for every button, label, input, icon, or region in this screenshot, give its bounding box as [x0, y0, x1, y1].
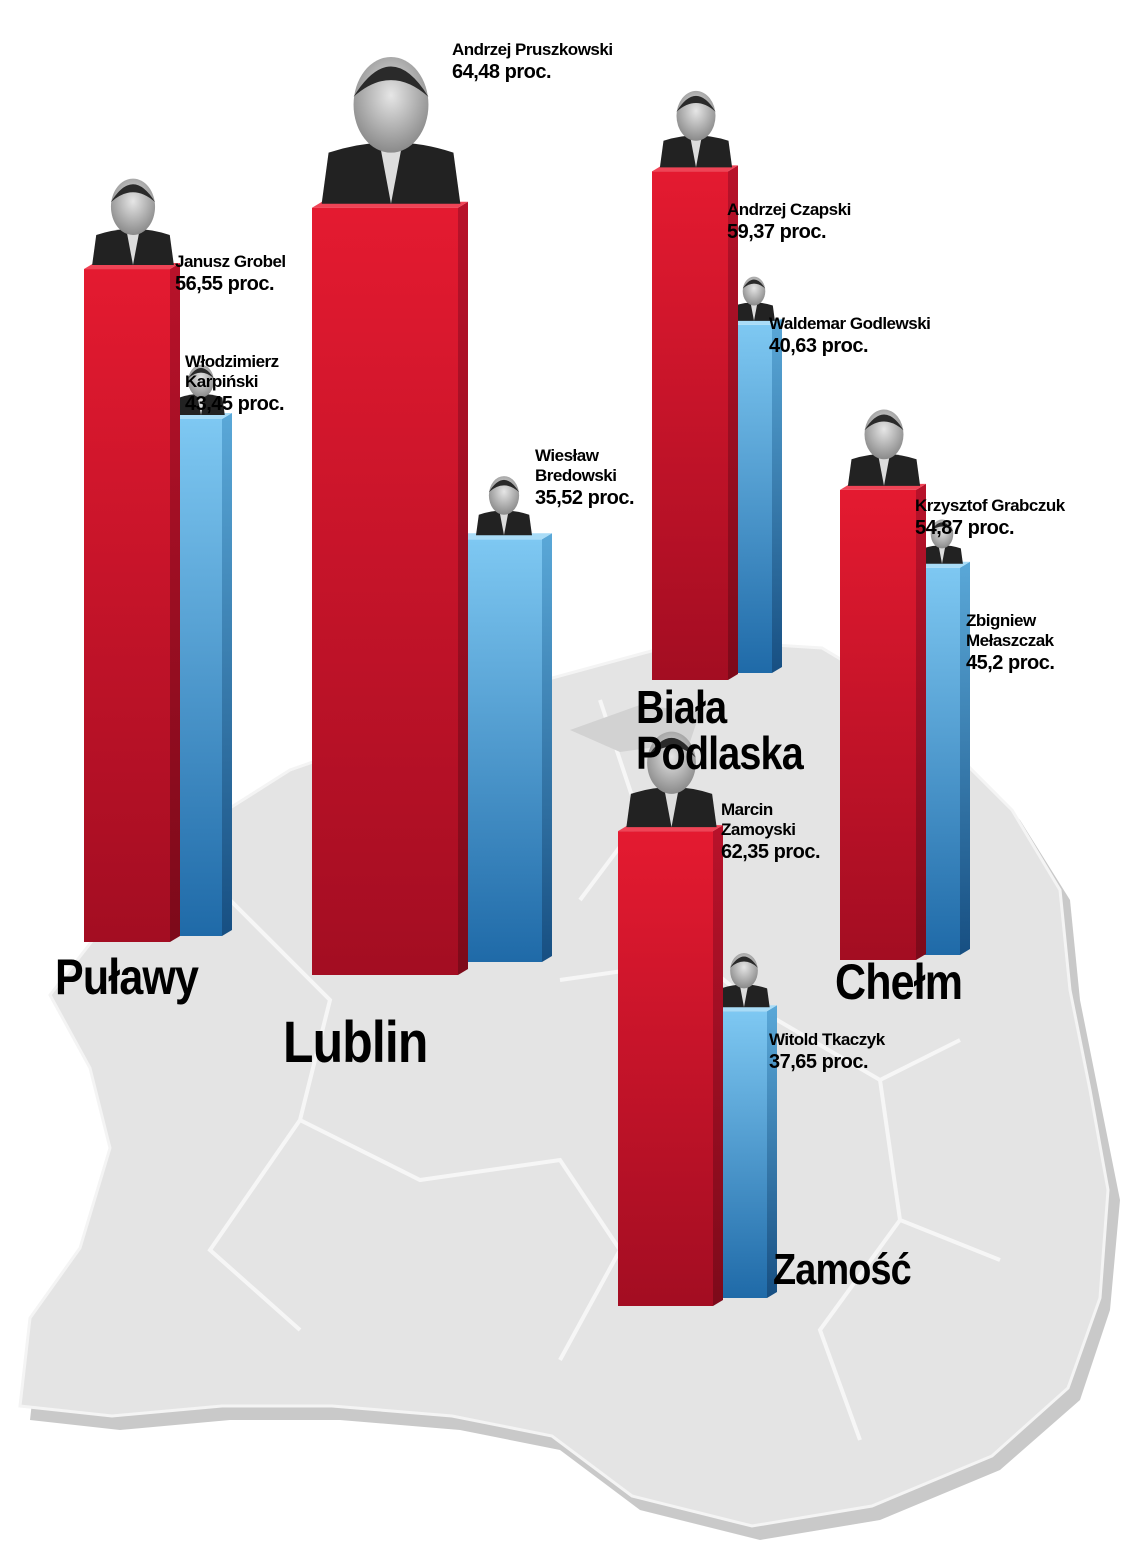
bars-layer — [84, 56, 970, 1306]
bar-side — [542, 533, 552, 962]
candidate-label: Andrzej Czapski 59,37 proc. — [727, 200, 851, 244]
bar-side — [458, 201, 468, 976]
candidate-percent: 37,65 proc. — [769, 1051, 869, 1073]
candidate-percent: 35,52 proc. — [535, 487, 635, 509]
candidate-name: Krzysztof Grabczuk — [915, 496, 1065, 515]
candidate-label: Janusz Grobel 56,55 proc. — [175, 252, 286, 296]
bar-front — [458, 539, 542, 962]
candidate-percent: 56,55 proc. — [175, 273, 275, 295]
candidate-portrait — [733, 276, 775, 321]
candidate-portrait — [659, 90, 733, 168]
candidate-portrait — [626, 731, 717, 828]
bar-side — [960, 561, 970, 955]
city-label-biala-podlaska: Biała Podlaska — [636, 681, 804, 779]
candidate-portrait — [718, 952, 770, 1008]
candidate-label: Krzysztof Grabczuk 54,87 proc. — [915, 496, 1065, 540]
bar-Lublin-winner — [312, 56, 468, 976]
city-label-zamosc: Zamość — [773, 1245, 912, 1294]
bar-side — [713, 825, 723, 1306]
bar-side — [772, 318, 782, 673]
candidate-label: Marcin Zamoyski 62,35 proc. — [721, 800, 821, 864]
bar-Chełm-winner — [840, 409, 926, 960]
candidate-percent: 59,37 proc. — [727, 221, 827, 243]
bar-Zamość-winner — [618, 731, 723, 1306]
candidate-label: Zbigniew Mełaszczak 45,2 proc. — [966, 611, 1076, 675]
candidate-percent: 40,63 proc. — [769, 335, 869, 357]
candidate-name: Włodzimierz Karpiński — [185, 352, 279, 391]
candidate-name: Waldemar Godlewski — [769, 314, 931, 333]
candidate-name: Andrzej Pruszkowski — [452, 40, 613, 59]
bar-side — [728, 165, 738, 680]
bar-front — [84, 269, 170, 942]
bar-side — [916, 483, 926, 960]
candidate-percent: 64,48 proc. — [452, 61, 552, 83]
candidate-portrait — [177, 364, 225, 415]
candidate-portrait — [921, 519, 963, 564]
candidate-name: Wiesław Bredowski — [535, 446, 617, 485]
candidate-label: Andrzej Pruszkowski 64,48 proc. — [452, 40, 613, 84]
bar-Puławy-runner-up — [172, 364, 232, 936]
candidate-name: Janusz Grobel — [175, 252, 286, 271]
candidate-percent: 54,87 proc. — [915, 517, 1015, 539]
candidate-percent: 43,45 proc. — [185, 393, 285, 415]
candidate-label: Włodzimierz Karpiński 43,45 proc. — [185, 352, 295, 416]
candidate-name: Andrzej Czapski — [727, 200, 851, 219]
candidate-name: Marcin Zamoyski — [721, 800, 796, 839]
city-label-lublin: Lublin — [283, 1010, 428, 1075]
bar-front — [618, 831, 713, 1306]
candidate-percent: 45,2 proc. — [966, 652, 1055, 674]
candidate-portrait — [476, 476, 532, 536]
bar-Lublin-runner-up — [458, 476, 552, 962]
bar-side — [767, 1005, 777, 1298]
city-label-pulawy: Puławy — [55, 949, 199, 1005]
candidate-label: Wiesław Bredowski 35,52 proc. — [535, 446, 635, 510]
candidate-percent: 62,35 proc. — [721, 841, 821, 863]
candidate-portrait — [92, 178, 174, 266]
bar-front — [172, 418, 222, 936]
bar-front — [312, 207, 458, 976]
city-label-chelm: Chełm — [835, 954, 963, 1010]
bar-front — [652, 171, 728, 680]
bar-Biała Podlaska-winner — [652, 90, 738, 680]
candidate-portrait — [847, 409, 921, 486]
candidate-name: Zbigniew Mełaszczak — [966, 611, 1054, 650]
candidate-name: Witold Tkaczyk — [769, 1030, 885, 1049]
bar-side — [222, 412, 232, 936]
bar-front — [840, 489, 916, 960]
bar-side — [170, 263, 180, 942]
candidate-label: Witold Tkaczyk 37,65 proc. — [769, 1030, 885, 1074]
bar-Puławy-winner — [84, 178, 180, 942]
candidate-label: Waldemar Godlewski 40,63 proc. — [769, 314, 931, 358]
candidate-portrait — [321, 56, 461, 204]
